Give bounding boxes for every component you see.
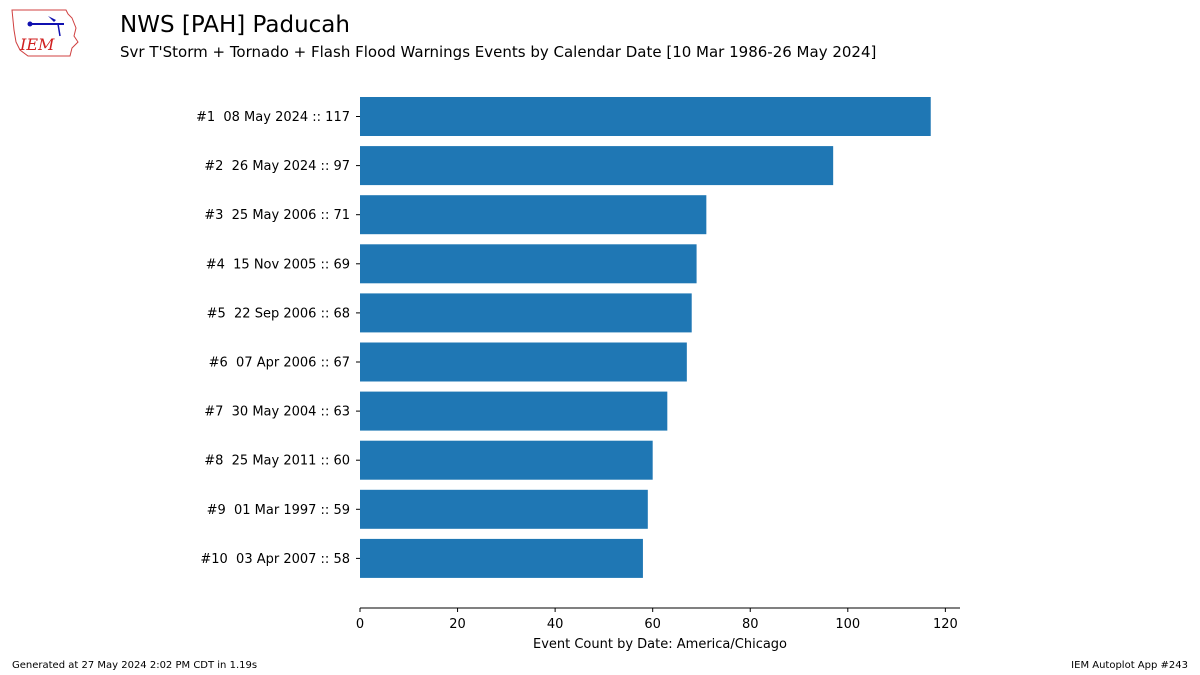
x-tick-label: 0 xyxy=(356,617,364,632)
page-subtitle: Svr T'Storm + Tornado + Flash Flood Warn… xyxy=(120,43,877,61)
y-tick-label: #4 15 Nov 2005 :: 69 xyxy=(206,257,350,272)
bar-3 xyxy=(360,195,707,235)
page-title: NWS [PAH] Paducah xyxy=(120,12,350,38)
y-tick-label: #5 22 Sep 2006 :: 68 xyxy=(207,306,350,321)
bar-10 xyxy=(360,538,643,578)
bar-4 xyxy=(360,244,697,284)
bar-1 xyxy=(360,97,931,136)
bar-6 xyxy=(360,342,687,382)
bar-8 xyxy=(360,440,653,480)
x-tick-label: 80 xyxy=(742,617,759,632)
x-tick-label: 100 xyxy=(835,617,860,632)
bar-2 xyxy=(360,146,834,186)
bar-5 xyxy=(360,293,692,333)
x-tick-label: 60 xyxy=(644,617,661,632)
y-tick-label: #2 26 May 2024 :: 97 xyxy=(204,159,350,174)
bar-7 xyxy=(360,391,668,431)
svg-text:IEM: IEM xyxy=(19,35,55,54)
generated-timestamp: Generated at 27 May 2024 2:02 PM CDT in … xyxy=(12,660,258,671)
x-tick-label: 120 xyxy=(933,617,958,632)
y-tick-label: #8 25 May 2011 :: 60 xyxy=(204,454,350,469)
y-tick-label: #7 30 May 2004 :: 63 xyxy=(204,405,350,420)
app-id: IEM Autoplot App #243 xyxy=(1071,660,1188,671)
x-tick-label: 20 xyxy=(449,617,466,632)
y-tick-label: #3 25 May 2006 :: 71 xyxy=(204,208,350,223)
y-tick-label: #9 01 Mar 1997 :: 59 xyxy=(207,503,350,518)
iem-logo: IEM xyxy=(11,9,79,57)
y-tick-label: #6 07 Apr 2006 :: 67 xyxy=(209,356,350,371)
y-tick-label: #10 03 Apr 2007 :: 58 xyxy=(200,552,350,567)
y-tick-label: #1 08 May 2024 :: 117 xyxy=(196,110,350,125)
x-axis-label: Event Count by Date: America/Chicago xyxy=(533,637,787,652)
bar-9 xyxy=(360,489,648,529)
x-tick-label: 40 xyxy=(547,617,564,632)
